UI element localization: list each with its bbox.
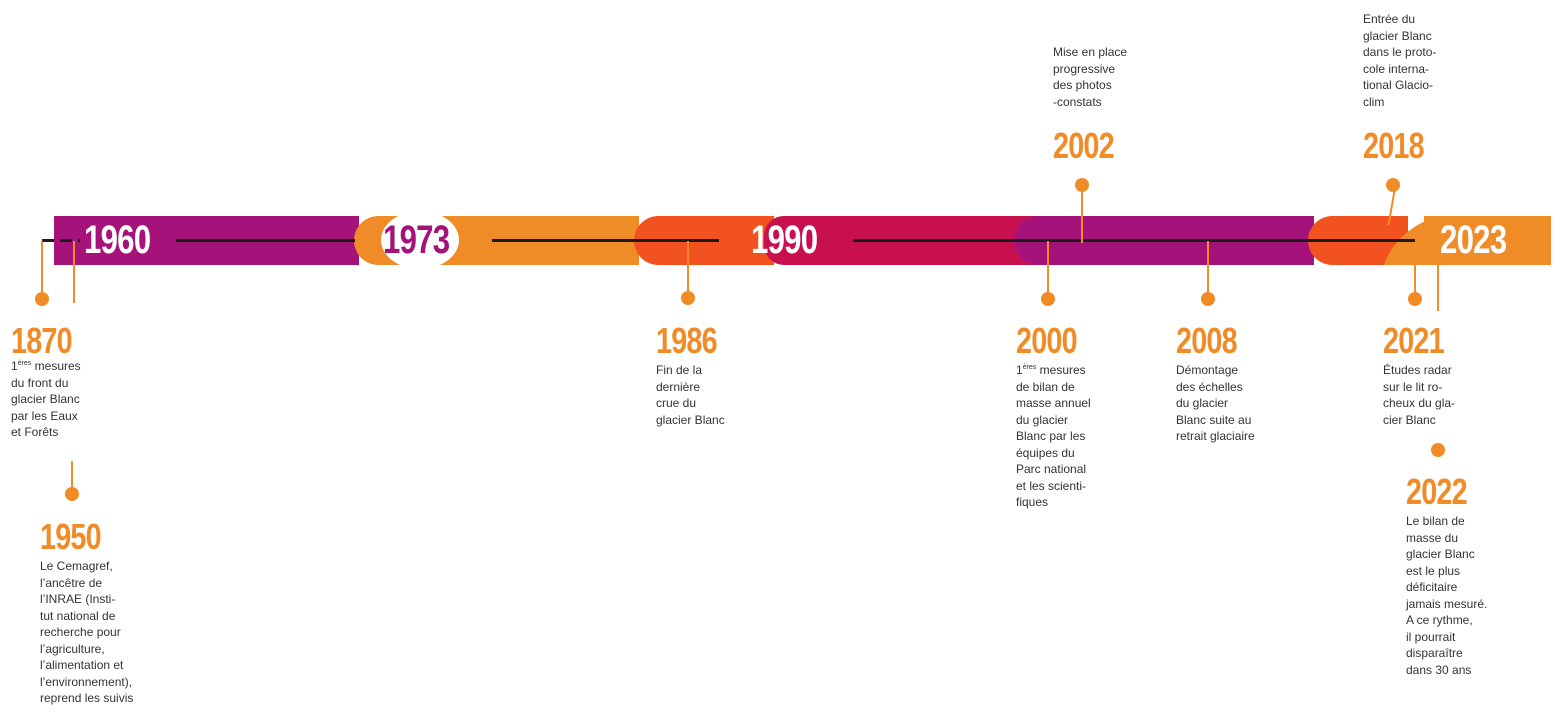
- connector-2022: [1437, 265, 1439, 311]
- dot-2018: [1386, 178, 1400, 192]
- bar-year-1973: 1973: [383, 218, 450, 262]
- connector-2008: [1207, 241, 1209, 297]
- connector-2021: [1414, 265, 1416, 297]
- connector-1870-b: [73, 241, 75, 303]
- segment-orange-2023-fill: [1424, 216, 1551, 265]
- event-year-2022: 2022: [1406, 471, 1468, 512]
- event-year-2000: 2000: [1016, 320, 1078, 361]
- bar-year-1990: 1990: [751, 218, 818, 262]
- event-year-1986: 1986: [656, 320, 718, 361]
- connector-1870: [41, 241, 43, 297]
- bar-circle-1973: [381, 211, 459, 269]
- connector-1950: [71, 461, 73, 491]
- event-text-1986: Fin de la dernière crue du glacier Blanc: [656, 363, 725, 427]
- event-year-2021: 2021: [1383, 320, 1445, 361]
- event-text-1870: 1ères mesures du front du glacier Blanc …: [11, 359, 81, 439]
- event-year-1870: 1870: [11, 320, 73, 361]
- event-text-2018: Entrée du glacier Blanc dans le proto- c…: [1363, 12, 1437, 109]
- event-text-2021: Études radar sur le lit ro- cheux du gla…: [1383, 363, 1456, 427]
- dot-2008: [1201, 292, 1215, 306]
- event-year-1950: 1950: [40, 516, 102, 557]
- dot-1870: [35, 292, 49, 306]
- event-text-2022: Le bilan de masse du glacier Blanc est l…: [1406, 514, 1488, 677]
- event-text-2000: 1ères mesures de bilan de masse annuel d…: [1016, 363, 1091, 509]
- bar-line-1960: [176, 239, 355, 242]
- event-text-2002: Mise en place progressive des photos -co…: [1053, 45, 1128, 109]
- event-year-2008: 2008: [1176, 320, 1238, 361]
- event-text-2008: Démontage des échelles du glacier Blanc …: [1176, 363, 1255, 443]
- dot-2021: [1408, 292, 1422, 306]
- connector-2002: [1081, 185, 1083, 243]
- bar-line-1990: [853, 239, 1415, 242]
- connector-1986: [687, 241, 689, 297]
- dot-1950: [65, 487, 79, 501]
- event-year-2002: 2002: [1053, 125, 1115, 166]
- bar-year-2023: 2023: [1440, 218, 1507, 262]
- connector-2000: [1047, 241, 1049, 297]
- dot-1986: [681, 291, 695, 305]
- dot-2000: [1041, 292, 1055, 306]
- dot-2022: [1431, 443, 1445, 457]
- bar-line-1973: [492, 239, 719, 242]
- event-text-1950: Le Cemagref, l’ancêtre de l’INRAE (Insti…: [40, 559, 134, 705]
- event-year-2018: 2018: [1363, 125, 1425, 166]
- bar-line-start: [42, 239, 80, 242]
- bar-year-1960: 1960: [84, 218, 151, 262]
